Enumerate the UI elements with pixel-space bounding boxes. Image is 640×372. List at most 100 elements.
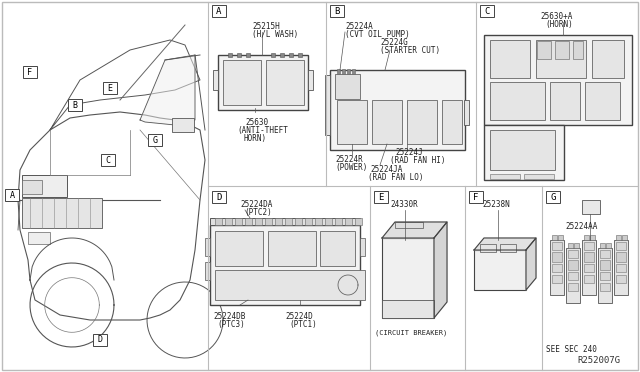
Bar <box>352 69 355 74</box>
Bar <box>500 244 516 252</box>
Text: (RAD FAN LO): (RAD FAN LO) <box>368 173 424 182</box>
Text: (PTC3): (PTC3) <box>217 320 244 329</box>
Text: (RAD FAN HI): (RAD FAN HI) <box>390 156 445 165</box>
Bar <box>616 242 626 250</box>
Polygon shape <box>526 238 536 290</box>
Text: D: D <box>216 192 221 202</box>
Bar <box>584 252 594 262</box>
Bar <box>395 222 423 228</box>
Bar <box>584 264 594 272</box>
Bar <box>372 100 402 144</box>
Bar <box>374 191 388 203</box>
Text: R252007G: R252007G <box>577 356 620 365</box>
Bar <box>255 218 262 225</box>
Text: 25224R: 25224R <box>335 155 363 164</box>
Bar <box>325 218 332 225</box>
Text: (CIRCUIT BREAKER): (CIRCUIT BREAKER) <box>375 330 447 337</box>
Bar <box>295 218 302 225</box>
Bar <box>490 174 520 179</box>
Bar <box>584 235 589 240</box>
Bar <box>210 218 360 225</box>
Text: HORN): HORN) <box>244 134 267 143</box>
Bar <box>5 189 19 201</box>
Text: F: F <box>28 67 33 77</box>
Bar <box>568 272 578 280</box>
Text: (H/L WASH): (H/L WASH) <box>252 30 298 39</box>
Bar <box>103 82 117 94</box>
Bar <box>490 40 530 78</box>
Bar <box>536 40 586 78</box>
Text: A: A <box>216 6 221 16</box>
Bar <box>23 66 37 78</box>
Bar <box>22 180 42 194</box>
Bar <box>335 218 342 225</box>
Bar <box>600 243 605 248</box>
Bar <box>480 244 496 252</box>
Bar <box>246 53 250 57</box>
Bar <box>598 248 612 303</box>
Bar <box>552 264 562 272</box>
Bar <box>228 53 232 57</box>
Bar <box>600 283 610 291</box>
Bar <box>568 250 578 258</box>
Bar <box>235 218 242 225</box>
Bar <box>289 53 293 57</box>
Text: C: C <box>484 6 490 16</box>
Bar <box>205 238 210 256</box>
Text: A: A <box>10 190 15 199</box>
Bar <box>275 218 282 225</box>
Bar <box>68 99 82 111</box>
Bar <box>552 275 562 283</box>
Text: 25238N: 25238N <box>482 200 509 209</box>
Bar <box>552 252 562 262</box>
Bar <box>148 134 162 146</box>
Bar <box>355 218 362 225</box>
Bar <box>215 270 365 300</box>
Bar <box>616 275 626 283</box>
Text: 25224A: 25224A <box>345 22 372 31</box>
Bar <box>480 5 494 17</box>
Text: (CVT OIL PUMP): (CVT OIL PUMP) <box>345 30 410 39</box>
Text: 24330R: 24330R <box>390 200 418 209</box>
Bar <box>558 235 563 240</box>
Bar <box>600 272 610 280</box>
Bar <box>568 260 578 270</box>
Text: 25215H: 25215H <box>252 22 280 31</box>
Bar <box>210 225 360 305</box>
Bar <box>268 231 316 266</box>
Bar <box>616 252 626 262</box>
Text: SEE SEC 240: SEE SEC 240 <box>546 345 597 354</box>
Bar <box>474 250 526 290</box>
Bar <box>237 53 241 57</box>
Bar <box>218 55 308 110</box>
Bar <box>614 240 628 295</box>
Bar <box>592 40 624 78</box>
Bar <box>212 191 226 203</box>
Text: G: G <box>152 135 157 144</box>
Bar <box>582 240 596 295</box>
Bar <box>382 300 434 318</box>
Bar <box>407 100 437 144</box>
Text: 25224D: 25224D <box>285 312 313 321</box>
Bar <box>590 235 595 240</box>
Bar <box>285 218 292 225</box>
Bar <box>552 235 557 240</box>
Text: 25630: 25630 <box>245 118 268 127</box>
Bar <box>298 53 302 57</box>
Polygon shape <box>434 222 447 318</box>
Bar <box>382 238 434 318</box>
Bar <box>325 75 330 135</box>
Text: G: G <box>550 192 556 202</box>
Bar <box>550 82 580 120</box>
Bar <box>337 100 367 144</box>
Bar <box>616 264 626 272</box>
Bar <box>22 198 102 228</box>
Bar <box>330 70 465 150</box>
Bar <box>537 41 551 59</box>
Bar <box>265 218 272 225</box>
Bar <box>305 218 312 225</box>
Bar <box>280 53 284 57</box>
Polygon shape <box>140 55 195 125</box>
Text: 25224JA: 25224JA <box>370 165 403 174</box>
Bar <box>574 243 579 248</box>
